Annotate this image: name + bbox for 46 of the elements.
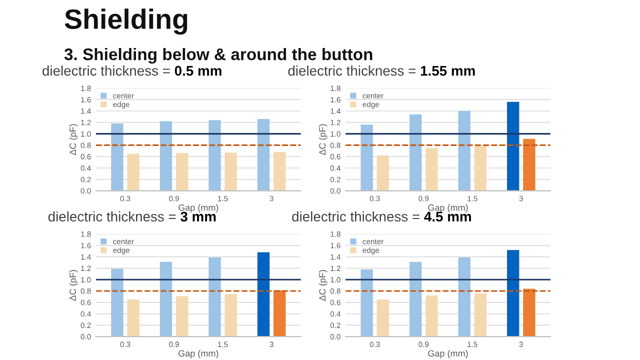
x-axis-title: Gap (mm): [428, 350, 468, 358]
bar: [376, 300, 389, 337]
bar: [458, 257, 470, 337]
bar: [111, 124, 124, 191]
bar: [176, 296, 188, 337]
chart-title: dielectric thickness = 0.5 mm: [42, 66, 222, 76]
bar: [127, 300, 140, 337]
bar: [127, 154, 140, 191]
text: 3. Shielding below & around the button: [64, 48, 372, 64]
chart-title: dielectric thickness = 1.55 mm: [288, 66, 475, 76]
bar: [507, 250, 520, 337]
chart-title: dielectric thickness = 4.5 mm: [292, 211, 471, 222]
bar: [426, 296, 438, 337]
bar: [409, 114, 422, 191]
bar: [409, 262, 422, 337]
bar: [160, 262, 172, 337]
x-axis-title: Gap (mm): [178, 204, 218, 213]
y-axis-title: ΔC (pF): [69, 124, 78, 156]
y-axis-title: ΔC (pF): [318, 270, 328, 301]
bar: [208, 257, 221, 337]
bar: [376, 155, 389, 191]
bar: [224, 294, 237, 337]
bar: [523, 138, 536, 191]
bar: [257, 252, 270, 337]
bar: [474, 146, 487, 191]
bar: [474, 293, 487, 337]
bar: [523, 288, 536, 337]
bar: [426, 148, 438, 191]
bar: [224, 152, 237, 191]
y-axis-title: ΔC (pF): [69, 270, 78, 301]
x-axis-title: Gap (mm): [428, 204, 468, 213]
bar: [360, 269, 373, 337]
bar: [458, 111, 470, 191]
bar: [208, 120, 221, 191]
y-axis-title: ΔC (pF): [318, 124, 328, 156]
bar: [111, 268, 124, 337]
text: Shielding: [64, 8, 188, 35]
x-axis-title: Gap (mm): [178, 350, 218, 358]
bar: [257, 118, 270, 191]
bar: [507, 102, 520, 191]
bar: [273, 290, 286, 337]
bar: [176, 153, 188, 191]
bar: [360, 124, 373, 191]
bar: [273, 152, 286, 191]
bar: [160, 121, 172, 191]
chart-title: dielectric thickness = 3 mm: [48, 211, 216, 222]
